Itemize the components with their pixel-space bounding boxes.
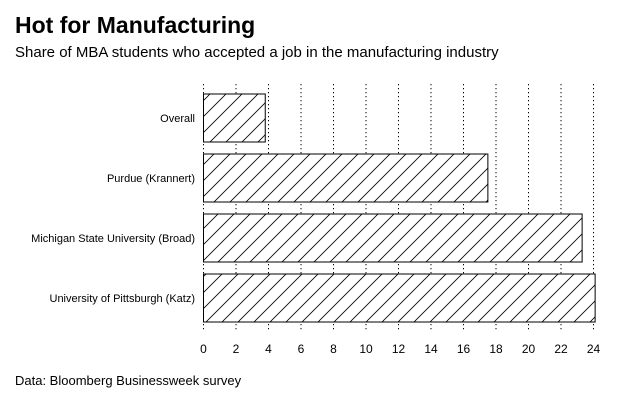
- chart-subtitle: Share of MBA students who accepted a job…: [15, 44, 499, 61]
- bar-1: [203, 93, 266, 143]
- source-note: Data: Bloomberg Businessweek survey: [15, 373, 242, 388]
- bar-2: [203, 153, 489, 203]
- category-label-3: Michigan State University (Broad): [31, 233, 195, 245]
- x-tick-label-12: 12: [392, 342, 406, 356]
- x-tick-label-14: 14: [424, 342, 438, 356]
- category-label-2: Purdue (Krannert): [107, 173, 195, 185]
- x-tick-label-18: 18: [489, 342, 503, 356]
- x-tick-label-8: 8: [330, 342, 337, 356]
- bar-3: [203, 213, 583, 263]
- x-tick-label-0: 0: [200, 342, 207, 356]
- x-tick-label-20: 20: [522, 342, 536, 356]
- chart-title: Hot for Manufacturing: [15, 12, 256, 38]
- x-tick-label-10: 10: [359, 342, 373, 356]
- x-tick-label-6: 6: [298, 342, 305, 356]
- x-tick-label-2: 2: [233, 342, 240, 356]
- category-label-1: Overall: [160, 113, 195, 125]
- category-labels: Overall Purdue (Krannert) Michigan State U…: [31, 113, 195, 305]
- bar-4: [203, 273, 596, 323]
- x-tick-label-4: 4: [265, 342, 272, 356]
- bars: [203, 93, 596, 323]
- x-tick-labels: 0 2 4 6 8 10 12 14 16 18 20 22 24: [200, 342, 600, 356]
- x-tick-label-16: 16: [457, 342, 471, 356]
- x-tick-label-22: 22: [554, 342, 568, 356]
- x-tick-label-24: 24: [587, 342, 601, 356]
- category-label-4: University of Pittsburgh (Katz): [50, 293, 196, 305]
